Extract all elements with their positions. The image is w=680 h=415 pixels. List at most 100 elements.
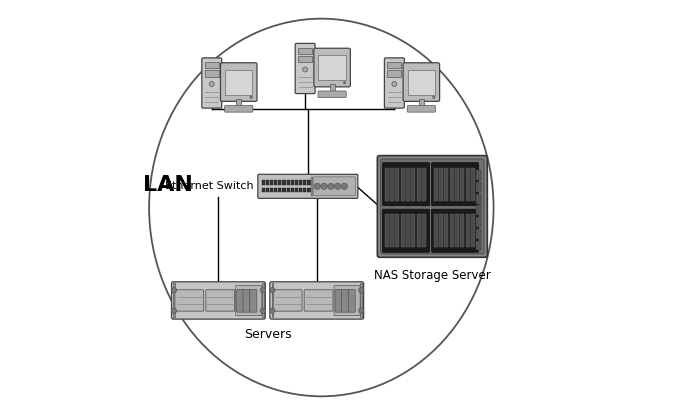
Bar (434, 214, 438, 247)
FancyBboxPatch shape (348, 289, 355, 312)
Bar (266, 180, 269, 185)
Bar (411, 214, 415, 247)
Circle shape (335, 183, 341, 190)
Bar (439, 168, 443, 201)
Circle shape (303, 67, 307, 72)
FancyBboxPatch shape (381, 159, 484, 254)
FancyBboxPatch shape (224, 105, 253, 112)
Bar (476, 194, 481, 203)
Circle shape (269, 308, 275, 313)
Bar (388, 62, 401, 68)
Bar (299, 188, 303, 193)
Circle shape (328, 183, 334, 190)
FancyBboxPatch shape (171, 282, 265, 319)
Circle shape (392, 81, 397, 86)
Bar (471, 168, 475, 201)
Bar (388, 70, 401, 76)
Bar (262, 283, 264, 317)
Bar (298, 47, 312, 54)
Text: LAN: LAN (143, 175, 192, 195)
Bar (439, 214, 443, 247)
Bar (205, 70, 219, 76)
Bar (303, 188, 307, 193)
Bar (449, 214, 454, 247)
Bar (411, 168, 415, 201)
Bar (434, 168, 438, 201)
Bar (291, 188, 294, 193)
Circle shape (250, 96, 252, 98)
Bar (271, 283, 273, 317)
Bar (390, 168, 394, 201)
FancyBboxPatch shape (334, 286, 360, 315)
Bar (455, 214, 459, 247)
Bar (417, 168, 421, 201)
Bar (422, 168, 426, 201)
Bar (466, 214, 470, 247)
Bar (286, 180, 290, 185)
Bar (460, 214, 464, 247)
FancyBboxPatch shape (304, 290, 333, 311)
Bar (406, 168, 410, 201)
Bar (295, 180, 298, 185)
FancyBboxPatch shape (202, 58, 222, 108)
Bar (445, 214, 448, 247)
FancyBboxPatch shape (377, 156, 488, 257)
Bar (476, 241, 481, 250)
Bar (270, 180, 273, 185)
FancyBboxPatch shape (431, 163, 479, 206)
Bar (401, 168, 405, 201)
FancyBboxPatch shape (403, 63, 439, 101)
Bar (295, 188, 298, 193)
Bar (318, 55, 346, 80)
FancyBboxPatch shape (175, 290, 204, 311)
Circle shape (358, 308, 364, 313)
Circle shape (341, 183, 347, 190)
FancyBboxPatch shape (258, 174, 358, 198)
FancyBboxPatch shape (313, 177, 356, 196)
Bar (445, 168, 448, 201)
FancyBboxPatch shape (220, 63, 257, 101)
FancyBboxPatch shape (237, 289, 243, 312)
Bar (330, 84, 335, 93)
FancyBboxPatch shape (431, 209, 479, 252)
Circle shape (171, 288, 177, 293)
Circle shape (432, 96, 435, 98)
Bar (270, 188, 273, 193)
Bar (205, 62, 219, 68)
Text: Ethernet Switch: Ethernet Switch (165, 181, 254, 191)
Bar (274, 180, 277, 185)
FancyBboxPatch shape (335, 289, 342, 312)
Bar (360, 283, 362, 317)
Bar (385, 214, 389, 247)
FancyBboxPatch shape (236, 286, 262, 315)
Bar (476, 205, 481, 215)
Bar (282, 180, 286, 185)
Circle shape (209, 81, 214, 86)
FancyBboxPatch shape (407, 105, 435, 112)
Bar (286, 188, 290, 193)
Bar (236, 99, 241, 107)
Bar (476, 182, 481, 192)
Bar (262, 188, 265, 193)
Text: NAS Storage Server: NAS Storage Server (374, 269, 491, 281)
Bar (396, 168, 399, 201)
Bar (401, 214, 405, 247)
Bar (311, 177, 313, 196)
Circle shape (260, 308, 266, 313)
Bar (407, 70, 435, 95)
Bar (282, 188, 286, 193)
Bar (385, 168, 389, 201)
Bar (406, 214, 410, 247)
Bar (449, 168, 454, 201)
Bar (274, 188, 277, 193)
Circle shape (260, 288, 266, 293)
Circle shape (314, 183, 320, 190)
FancyBboxPatch shape (206, 290, 235, 311)
FancyBboxPatch shape (250, 289, 257, 312)
Bar (476, 217, 481, 227)
FancyBboxPatch shape (273, 290, 302, 311)
Bar (262, 180, 265, 185)
Bar (419, 99, 424, 107)
Bar (291, 180, 294, 185)
Bar (466, 168, 470, 201)
